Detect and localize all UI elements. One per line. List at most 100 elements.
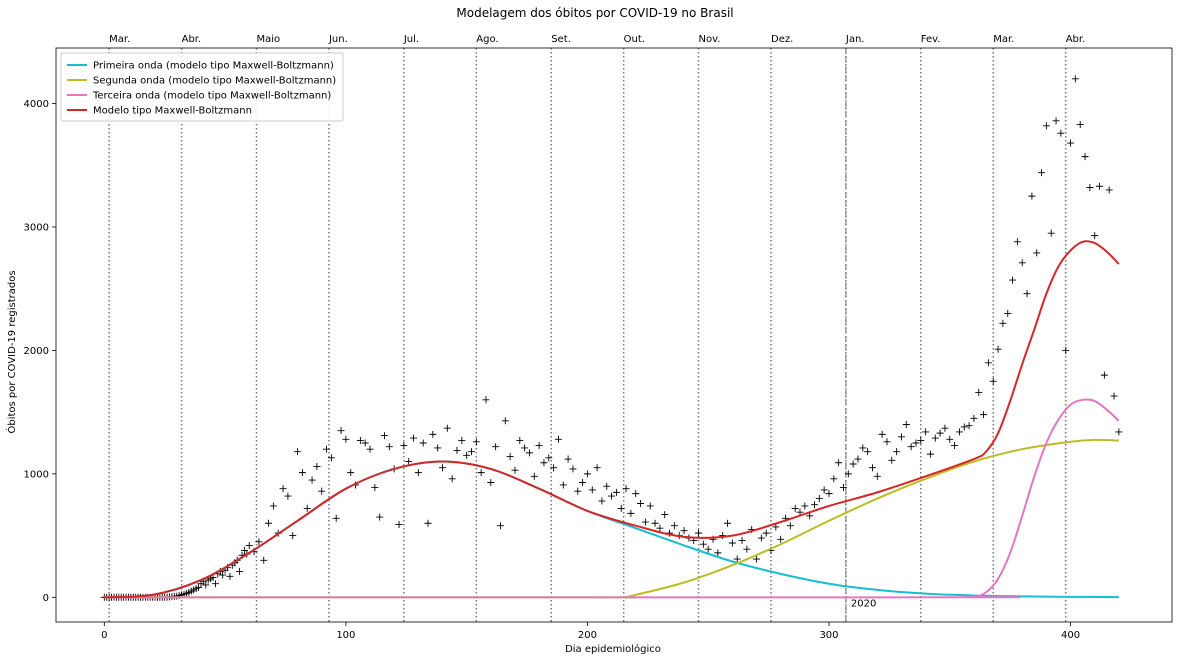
x-tick-label: 100: [336, 630, 355, 641]
observed-point: [1028, 192, 1036, 200]
legend-label: Terceira onda (modelo tipo Maxwell-Boltz…: [92, 91, 331, 102]
observed-point: [975, 388, 983, 396]
observed-point: [931, 434, 939, 442]
observed-point: [511, 466, 519, 474]
observed-point: [733, 555, 741, 563]
x-axis-label: Dia epidemiológico: [565, 643, 661, 655]
y-tick-label: 0: [43, 593, 49, 604]
observed-point: [868, 464, 876, 472]
observed-point: [728, 539, 736, 547]
observed-point: [255, 538, 263, 546]
observed-point: [902, 420, 910, 428]
observed-point: [753, 555, 761, 563]
observed-point: [796, 508, 804, 516]
observed-point: [598, 497, 606, 505]
observed-point: [622, 485, 630, 493]
legend: Primeira onda (modelo tipo Maxwell-Boltz…: [60, 52, 344, 122]
observed-point: [941, 424, 949, 432]
month-marker-label: Fev.: [921, 34, 941, 45]
observed-point: [588, 486, 596, 494]
observed-point: [878, 430, 886, 438]
observed-point: [786, 522, 794, 530]
observed-point: [1018, 259, 1026, 267]
observed-point: [463, 451, 471, 459]
x-tick-label: 200: [578, 630, 597, 641]
observed-point: [318, 487, 326, 495]
observed-point: [661, 511, 669, 519]
observed-point: [617, 504, 625, 512]
observed-point: [656, 524, 664, 532]
observed-point: [1115, 428, 1123, 436]
observed-point: [395, 520, 403, 528]
observed-point: [530, 472, 538, 480]
observed-point: [265, 519, 273, 527]
observed-point: [448, 475, 456, 483]
observed-point: [801, 502, 809, 510]
observed-point: [1110, 392, 1118, 400]
x-tick-label: 0: [101, 630, 107, 641]
observed-point: [849, 460, 857, 468]
observed-point: [980, 411, 988, 419]
observed-point: [810, 501, 818, 509]
month-marker-label: Jul.: [403, 34, 419, 45]
observed-point: [646, 502, 654, 510]
observed-point: [424, 519, 432, 527]
observed-point: [1013, 238, 1021, 246]
observed-point: [1091, 232, 1099, 240]
observed-point: [1023, 290, 1031, 298]
legend-box: [60, 52, 344, 122]
observed-point: [279, 485, 287, 493]
observed-point: [294, 448, 302, 456]
observed-point: [559, 481, 567, 489]
observed-point: [385, 443, 393, 451]
series-line-4: [104, 240, 1120, 599]
observed-point: [289, 532, 297, 540]
observed-point: [443, 424, 451, 432]
observed-point: [994, 345, 1002, 353]
observed-point: [965, 422, 973, 430]
observed-point: [342, 435, 350, 443]
month-marker-label: Mar.: [993, 34, 1014, 45]
observed-point: [960, 423, 968, 431]
observed-point: [545, 454, 553, 462]
observed-point: [366, 445, 374, 453]
observed-point: [806, 512, 814, 520]
month-marker-label: Abr.: [1066, 34, 1086, 45]
observed-point: [202, 581, 210, 589]
observed-point: [612, 488, 620, 496]
observed-point: [641, 518, 649, 526]
observed-point: [405, 458, 413, 466]
observed-point: [579, 479, 587, 487]
observed-point: [506, 453, 514, 461]
observed-point: [608, 492, 616, 500]
legend-label: Segunda onda (modelo tipo Maxwell-Boltzm…: [93, 76, 336, 87]
observed-point: [226, 572, 234, 580]
observed-point: [323, 445, 331, 453]
observed-point: [521, 444, 529, 452]
observed-point: [680, 527, 688, 535]
month-marker-label: Maio: [256, 34, 280, 45]
observed-point: [1042, 122, 1050, 130]
observed-point: [1081, 153, 1089, 161]
observed-point: [487, 479, 495, 487]
observed-point: [1067, 139, 1075, 147]
observed-point: [873, 472, 881, 480]
observed-point: [419, 439, 427, 447]
observed-point: [1076, 121, 1084, 129]
observed-point: [269, 502, 277, 510]
plot-layer: Mar. Abr. Maio Jun. Jul. Ago. Set. Out. Nov. Dez.…: [24, 34, 1123, 641]
month-marker-label: Ago.: [476, 34, 498, 45]
observed-point: [236, 567, 244, 575]
observed-point: [1004, 309, 1012, 317]
month-marker-label: Jan.: [845, 34, 865, 45]
observed-point: [724, 519, 732, 527]
observed-point: [883, 438, 891, 446]
month-marker-label: Jun.: [328, 34, 348, 45]
observed-point: [632, 490, 640, 498]
observed-point: [313, 462, 321, 470]
observed-point: [381, 432, 389, 440]
y-tick-label: 1000: [24, 469, 49, 480]
observed-point: [371, 483, 379, 491]
observed-point: [414, 469, 422, 477]
